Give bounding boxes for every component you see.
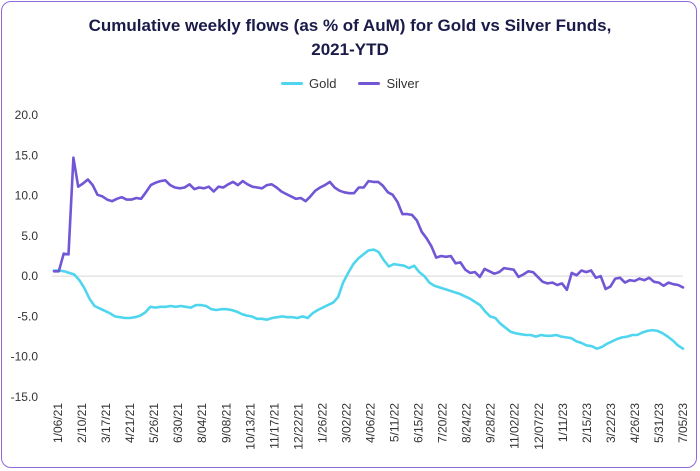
legend-item-silver: Silver [358, 76, 419, 91]
x-tick-label: 4/26/23 [628, 403, 642, 443]
legend-swatch-gold [281, 82, 303, 85]
x-tick-label: 3/17/21 [99, 403, 113, 443]
x-tick-label: 1/11/23 [556, 403, 570, 442]
y-tick-label: 20.0 [15, 108, 39, 122]
x-tick-label: 3/02/22 [339, 403, 353, 443]
x-tick-label: 9/28/22 [484, 403, 498, 443]
x-tick-label: 12/07/22 [532, 403, 546, 450]
x-tick-label: 8/04/21 [195, 403, 209, 443]
legend-item-gold: Gold [281, 76, 336, 91]
x-tick-label: 4/21/21 [123, 403, 137, 443]
x-tick-label: 10/13/21 [243, 403, 257, 450]
y-tick-label: 10.0 [15, 189, 39, 203]
series-line-silver [52, 156, 685, 292]
y-tick-label: -5.0 [17, 309, 38, 323]
x-tick-label: 9/08/21 [219, 403, 233, 443]
x-tick-label: 8/24/22 [460, 403, 474, 443]
x-tick-label: 6/30/21 [171, 403, 185, 443]
chart-legend: Gold Silver [0, 76, 700, 91]
series-line-gold [52, 248, 685, 351]
x-tick-label: 5/11/22 [388, 403, 402, 442]
y-tick-label: 15.0 [15, 148, 39, 162]
x-tick-label: 2/10/21 [75, 403, 89, 443]
y-tick-label: 5.0 [21, 229, 38, 243]
x-tick-label: 7/05/23 [676, 403, 690, 443]
x-tick-label: 1/06/21 [51, 403, 65, 443]
x-tick-label: 11/17/21 [267, 403, 281, 449]
x-tick-label: 5/26/21 [147, 403, 161, 443]
y-tick-label: -10.0 [11, 350, 39, 364]
x-tick-label: 7/20/22 [436, 403, 450, 443]
legend-swatch-silver [358, 82, 381, 85]
x-tick-label: 6/15/22 [412, 403, 426, 443]
x-tick-label: 1/26/22 [315, 403, 329, 443]
y-tick-label: 0.0 [21, 269, 38, 283]
chart-title: Cumulative weekly flows (as % of AuM) fo… [88, 16, 612, 35]
x-tick-label: 3/22/23 [604, 403, 618, 443]
legend-label-gold: Gold [309, 76, 337, 91]
chart-title-line2: 2021-YTD [311, 40, 389, 59]
x-tick-label: 12/22/21 [291, 403, 305, 450]
x-tick-label: 4/06/22 [364, 403, 378, 443]
y-tick-label: -15.0 [11, 390, 39, 404]
x-tick-label: 2/15/23 [580, 403, 594, 443]
x-tick-label: 5/31/23 [652, 403, 666, 443]
legend-label-silver: Silver [386, 76, 419, 91]
x-tick-label: 11/02/22 [508, 403, 522, 449]
